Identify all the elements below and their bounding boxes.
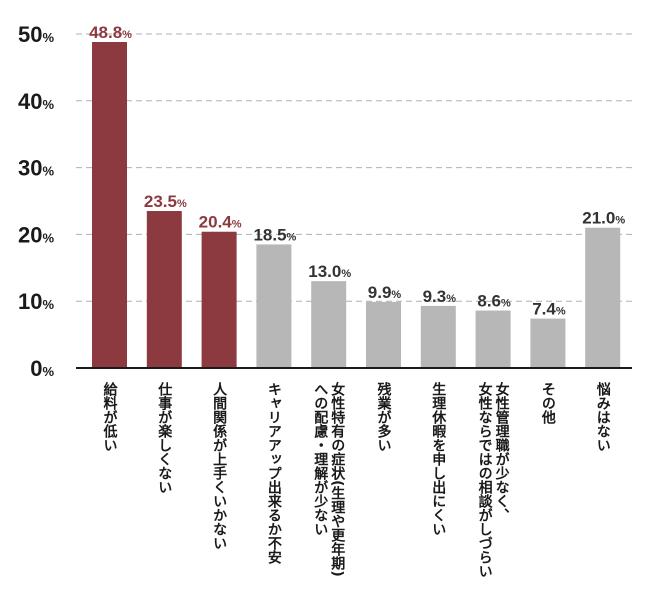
bar [256, 244, 292, 368]
bar [201, 231, 237, 368]
x-tick-label: 悩みはない [595, 381, 611, 452]
data-label: 8.6% [477, 292, 511, 311]
data-label: 18.5% [253, 225, 296, 244]
y-tick-label: 30% [18, 156, 54, 181]
bar [420, 305, 456, 368]
x-tick-label: その他 [540, 382, 557, 425]
x-tick-label: 人間関係が上手くいかない [211, 381, 227, 550]
bar [311, 281, 347, 368]
data-label: 20.4% [199, 213, 242, 232]
y-tick-label: 10% [18, 289, 54, 314]
y-tick-label: 20% [18, 222, 54, 247]
y-tick-label: 50% [18, 22, 54, 47]
data-label: 21.0% [582, 209, 625, 228]
x-tick-label: 仕事が楽しくない [156, 381, 173, 494]
bar [92, 42, 127, 369]
x-tick-label: 給料が低い [102, 381, 119, 452]
x-tick-label: 生理休暇を申し出にくい [430, 381, 447, 536]
bar [146, 211, 182, 368]
data-label: 48.8% [89, 23, 132, 42]
x-tick-label: 女性ならではの相談がしづらい [477, 381, 493, 578]
y-tick-label: 40% [18, 89, 54, 114]
bar [366, 301, 401, 368]
data-label: 9.9% [368, 283, 402, 302]
data-label: 9.3% [423, 287, 457, 306]
x-tick-label: 女性管理職が少なく、 [494, 381, 511, 522]
bar [585, 227, 621, 368]
data-label: 13.0% [308, 262, 351, 281]
x-tick-label: 残業が多い [376, 381, 393, 452]
data-label: 7.4% [532, 300, 566, 319]
bar [475, 310, 511, 368]
bar [530, 318, 566, 368]
x-tick-label: 女性特有の症状(生理や更年期) [329, 381, 345, 576]
x-tick-label: への配慮・理解が少ない [312, 382, 329, 536]
data-label: 23.5% [144, 192, 187, 211]
y-tick-label: 0% [30, 356, 54, 381]
x-tick-label: キャリアアップ出来るか不安 [266, 382, 283, 565]
